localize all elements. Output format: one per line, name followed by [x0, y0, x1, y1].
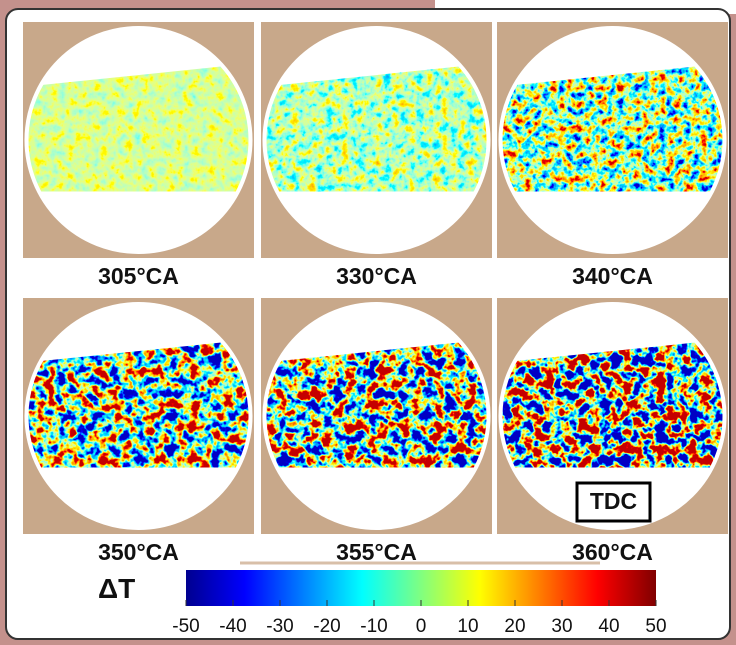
temperature-field [26, 338, 251, 469]
bore-outline [262, 302, 491, 530]
tick-label: -50 [172, 616, 199, 637]
bore-outline [262, 26, 491, 254]
temperature-field [264, 338, 489, 469]
panel-label: 330°CA [336, 263, 417, 289]
panel: 350°CA [23, 298, 254, 565]
panel-label: 360°CA [572, 539, 653, 565]
band-edge [500, 336, 725, 363]
tick-label: 30 [551, 616, 572, 637]
temperature-field [264, 62, 489, 193]
bore-outline [498, 302, 727, 530]
panel-label: 305°CA [98, 263, 179, 289]
tick-label: 40 [598, 616, 619, 637]
colorbar-label: ΔT [98, 573, 135, 604]
band-edge [264, 336, 489, 363]
panel: 305°CA [23, 22, 254, 289]
temperature-field [500, 338, 725, 469]
temperature-field [26, 62, 251, 193]
badge: TDC [590, 488, 637, 514]
panel: 330°CA [261, 22, 492, 289]
panel-label: 355°CA [336, 539, 417, 565]
field-clip [26, 336, 251, 471]
tick-label: -30 [266, 616, 293, 637]
tick-label: -40 [219, 616, 246, 637]
band-edge [26, 60, 251, 87]
panel: 355°CA [261, 298, 492, 565]
panel-label: 340°CA [572, 263, 653, 289]
field-clip [264, 336, 489, 471]
tick-label: -20 [313, 616, 340, 637]
bore-outline [24, 302, 253, 530]
field-clip [264, 60, 489, 195]
tick-label: 50 [645, 616, 666, 637]
tick-label: 0 [416, 616, 427, 637]
panel: 360°CA [497, 298, 728, 565]
tick-label: 10 [457, 616, 478, 637]
tick-label: 20 [504, 616, 525, 637]
field-clip [26, 60, 251, 195]
tick-label: -10 [360, 616, 387, 637]
colorbar-ticks: -50 -40 -30 -20 -10 0 10 20 30 40 50 [172, 600, 667, 637]
bore-outline [24, 26, 253, 254]
field-clip [500, 336, 725, 471]
badge-box [575, 481, 652, 523]
bore-outline [498, 26, 727, 254]
temperature-field [500, 62, 725, 193]
panel-label: 350°CA [98, 539, 179, 565]
panels: 305°CA 330°CA 340°CA 350°CA 355°CA 360°CA TDC [23, 22, 728, 565]
band-edge [500, 60, 725, 87]
field-clip [500, 60, 725, 195]
band-edge [264, 60, 489, 87]
band-edge [26, 336, 251, 363]
panel: 340°CA [497, 22, 728, 289]
